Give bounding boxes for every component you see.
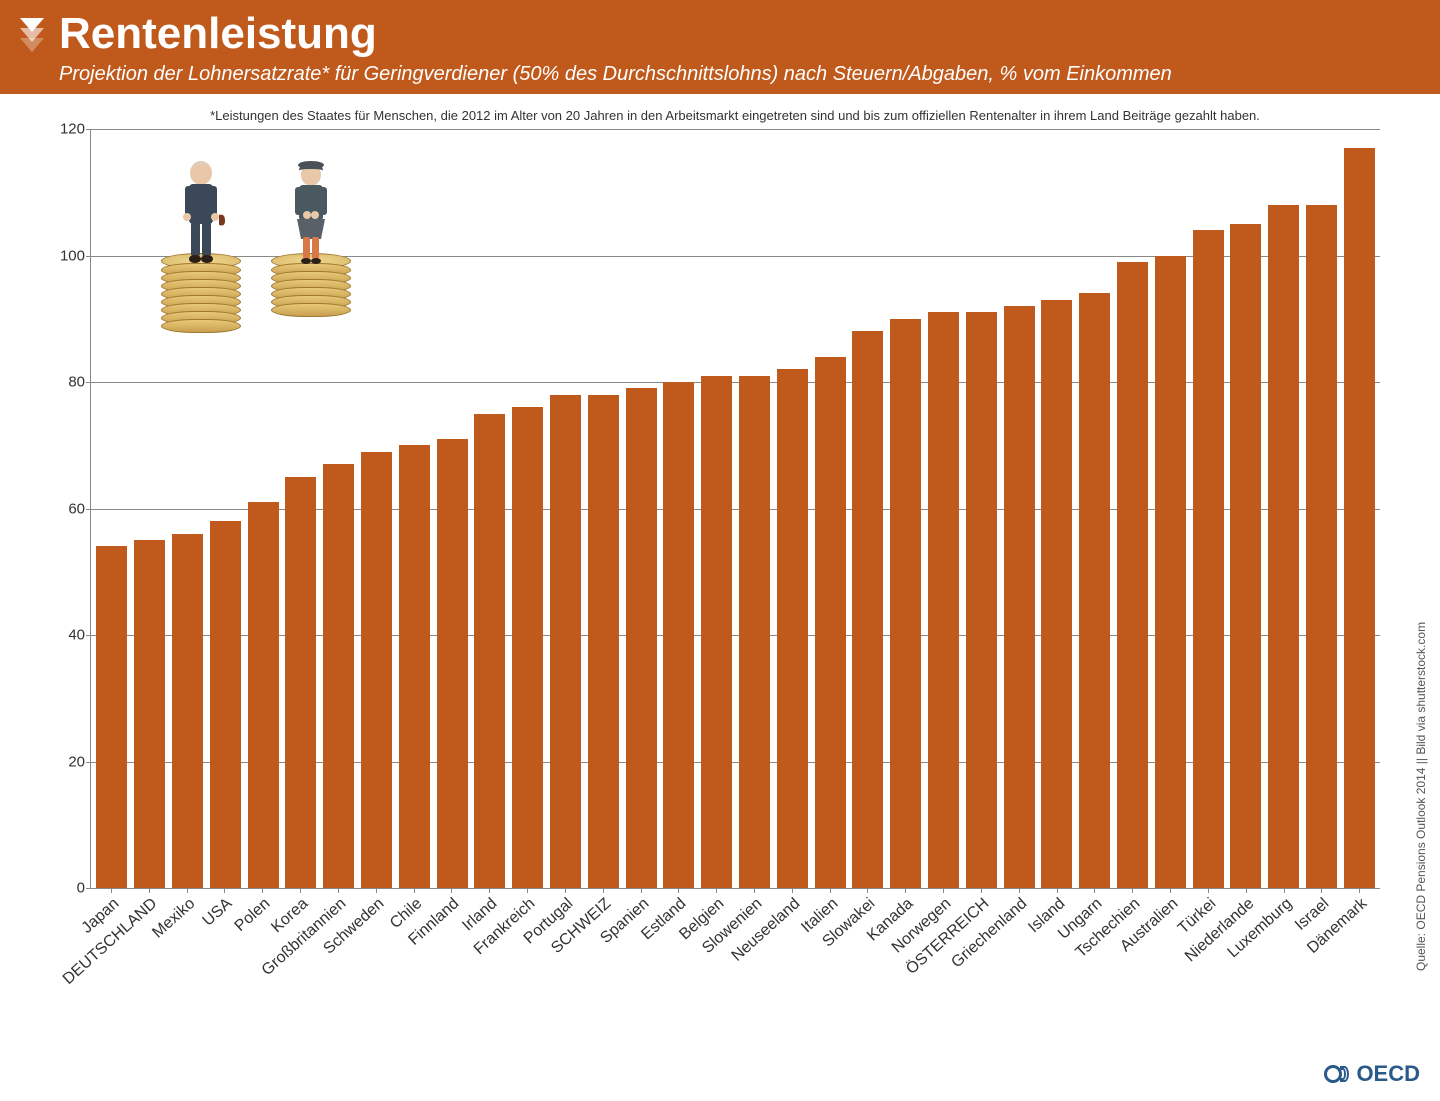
x-axis-labels: JapanDEUTSCHLANDMexikoUSAPolenKoreaGroßb… [90,889,1380,1029]
bar [928,312,959,888]
bar [437,439,468,888]
bar-wrapper [1227,129,1265,888]
bar [1155,256,1186,889]
bar [588,395,619,888]
oecd-logo: OECD [1324,1061,1420,1087]
bar-wrapper [1151,129,1189,888]
bar-wrapper [1000,129,1038,888]
bar [210,521,241,888]
y-axis-label: 60 [55,500,85,517]
bar-wrapper [1303,129,1341,888]
bar [1268,205,1299,888]
bar-wrapper [395,129,433,888]
bar-wrapper [849,129,887,888]
bar-wrapper [358,129,396,888]
bar-wrapper [1189,129,1227,888]
oecd-logo-text: OECD [1356,1061,1420,1087]
bar-wrapper [509,129,547,888]
bar-wrapper [1076,129,1114,888]
bar [815,357,846,888]
bar [134,540,165,888]
bar [1117,262,1148,888]
bar-wrapper [1265,129,1303,888]
bar-wrapper [471,129,509,888]
bar-wrapper [433,129,471,888]
bar-wrapper [622,129,660,888]
elderly-woman-icon [281,159,341,269]
bar [626,388,657,888]
bar [248,502,279,888]
bar [739,376,770,888]
bar [966,312,997,888]
bar-wrapper [1114,129,1152,888]
bar-wrapper [962,129,1000,888]
bar-wrapper [811,129,849,888]
header-bar: Rentenleistung Projektion der Lohnersatz… [0,0,1440,94]
bar [663,382,694,888]
oecd-logo-mark-icon [1324,1065,1352,1083]
plot-area: 020406080100120 [90,129,1380,889]
oecd-chevron-logo [20,18,44,48]
bar [285,477,316,888]
bar [550,395,581,888]
bar-wrapper [887,129,925,888]
bar-wrapper [773,129,811,888]
x-axis-label: USA [200,895,236,930]
source-attribution: Quelle: OECD Pensions Outlook 2014 || Bi… [1414,622,1428,971]
bar-wrapper [93,129,131,888]
y-axis-label: 80 [55,374,85,391]
bar [701,376,732,888]
chart-title: Rentenleistung [59,12,1420,56]
bar [1344,148,1375,888]
bar [399,445,430,888]
chart-subtitle: Projektion der Lohnersatzrate* für Gerin… [59,62,1420,86]
bar [1193,230,1224,888]
bar [1004,306,1035,888]
y-axis-label: 0 [55,880,85,897]
bar-wrapper [925,129,963,888]
bar [1230,224,1261,888]
bar [172,534,203,888]
bar [474,414,505,888]
bar [777,369,808,888]
bar-wrapper [736,129,774,888]
chart-container: *Leistungen des Staates für Menschen, di… [0,94,1440,1054]
bar [852,331,883,888]
bar-wrapper [660,129,698,888]
bar [1041,300,1072,888]
decorative-figurines [161,159,351,333]
elderly-man-icon [171,159,231,269]
chart-footnote: *Leistungen des Staates für Menschen, di… [90,108,1380,123]
bar [890,319,921,888]
bar-wrapper [1038,129,1076,888]
coin-stack-left [161,261,241,333]
bar [323,464,354,888]
y-axis-label: 120 [55,121,85,138]
y-axis-label: 40 [55,627,85,644]
y-axis-label: 100 [55,247,85,264]
bar-wrapper [547,129,585,888]
bar [1079,293,1110,888]
bar-wrapper [1340,129,1378,888]
bar [1306,205,1337,888]
bar [96,546,127,888]
y-axis-label: 20 [55,753,85,770]
bar [361,452,392,888]
bar [512,407,543,888]
coin-stack-right [271,261,351,317]
bar-wrapper [584,129,622,888]
bar-wrapper [698,129,736,888]
